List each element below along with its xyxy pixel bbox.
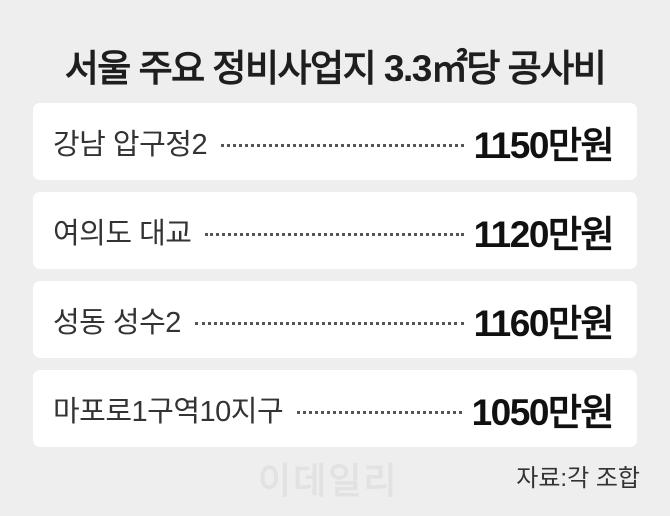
row-value: 1050만원 (471, 391, 615, 433)
dot-leader (297, 411, 462, 414)
row: 여의도 대교 1120만원 (33, 192, 637, 269)
row-label: 마포로1구역10지구 (53, 395, 284, 428)
dot-leader (221, 144, 464, 147)
title: 서울 주요 정비사업지 3.3㎡당 공사비 (64, 48, 607, 89)
dot-leader (205, 233, 464, 236)
dot-leader (194, 322, 464, 325)
row-label: 강남 압구정2 (53, 128, 208, 161)
row-value: 1120만원 (473, 213, 615, 255)
row-value: 1160만원 (473, 302, 615, 344)
row: 성동 성수2 1160만원 (33, 281, 637, 358)
row-label: 성동 성수2 (53, 306, 181, 339)
source: 자료:각 조합 (516, 465, 640, 492)
row: 마포로1구역10지구 1050만원 (33, 370, 637, 447)
row-value: 1150만원 (473, 124, 615, 166)
watermark: 이데일리 (258, 460, 399, 501)
row-label: 여의도 대교 (53, 217, 192, 250)
row: 강남 압구정2 1150만원 (33, 103, 637, 180)
